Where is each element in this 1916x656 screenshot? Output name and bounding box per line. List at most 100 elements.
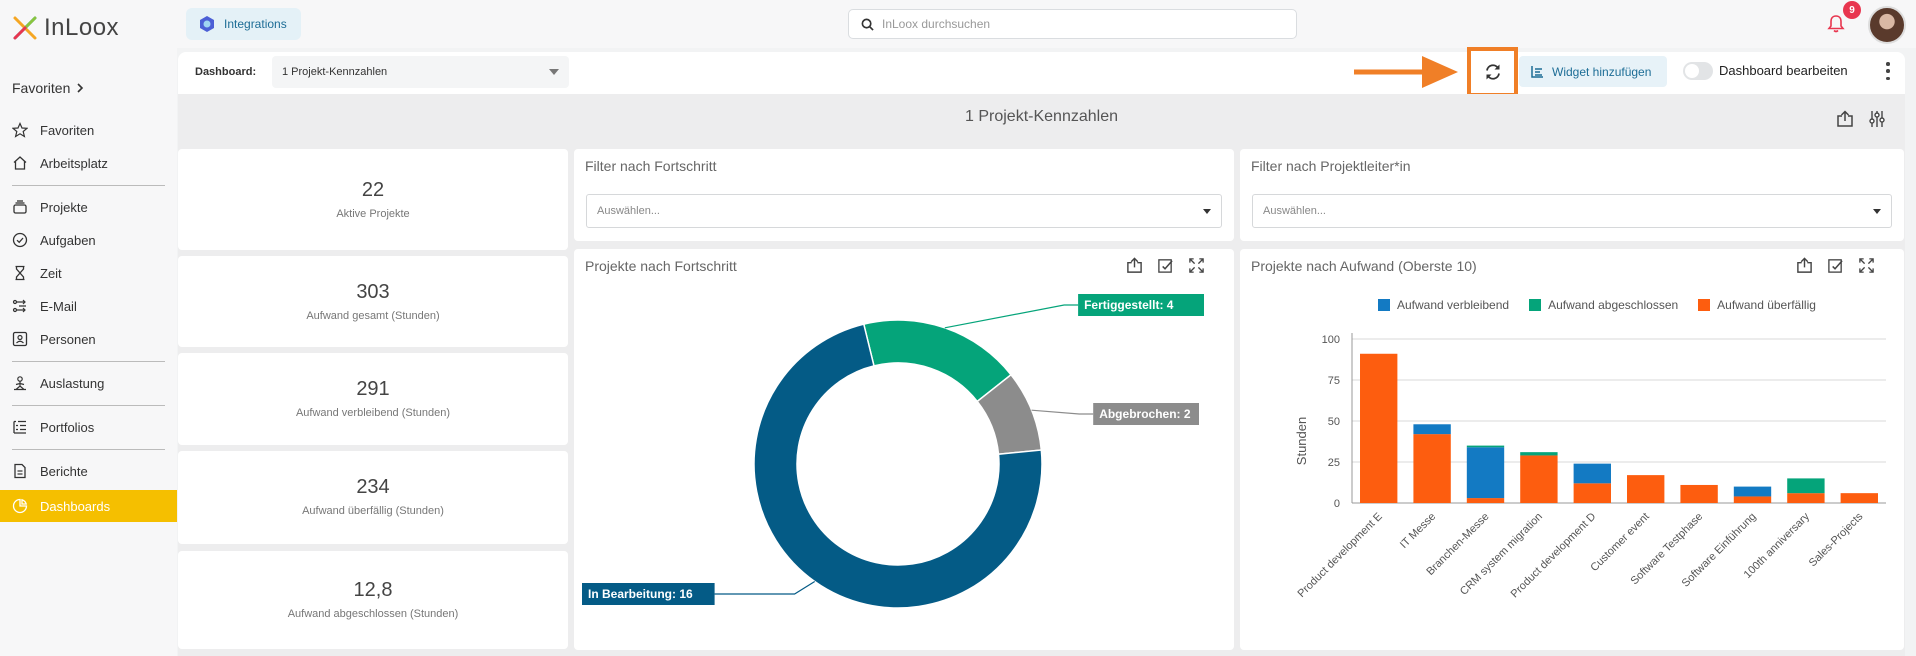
sidebar-item-aufgaben[interactable]: Aufgaben [0, 224, 177, 256]
portfolio-icon [13, 420, 26, 434]
dashboard-select[interactable]: 1 Projekt-Kennzahlen [272, 56, 569, 88]
legend-label: Aufwand abgeschlossen [1548, 298, 1679, 312]
export-icon[interactable] [1836, 110, 1854, 128]
sidebar-item-label: Berichte [40, 463, 88, 479]
dashboard-title-actions [1836, 110, 1886, 128]
filter-progress-panel: Filter nach Fortschritt Auswählen... [574, 149, 1234, 241]
x-tick-label: Product development E [1295, 511, 1384, 600]
donut-data-label: Abgebrochen: 2 [1099, 407, 1191, 421]
bar-segment[interactable] [1466, 498, 1505, 503]
export-icon[interactable] [1796, 257, 1813, 274]
legend-label: Aufwand überfällig [1717, 298, 1816, 312]
edit-widget-icon[interactable] [1827, 257, 1844, 274]
y-axis-label: Stunden [1294, 417, 1309, 465]
sidebar-divider [12, 185, 165, 186]
integrations-button[interactable]: Integrations [186, 8, 301, 40]
caret-down-icon [1203, 209, 1211, 214]
sidebar-item-label: Aufgaben [40, 232, 96, 248]
bar-segment[interactable] [1413, 434, 1451, 503]
sidebar-divider [12, 405, 165, 406]
hourglass-icon [15, 265, 25, 281]
sidebar-item-berichte[interactable]: Berichte [0, 455, 177, 487]
panel-actions [1796, 257, 1875, 274]
person-card-icon [12, 331, 28, 347]
refresh-button[interactable] [1467, 47, 1518, 97]
caret-down-icon [1873, 209, 1881, 214]
home-icon [13, 156, 27, 170]
kpi-card-overdue-effort[interactable]: 234 Aufwand überfällig (Stunden) [178, 451, 568, 544]
kpi-card-total-effort[interactable]: 303 Aufwand gesamt (Stunden) [178, 256, 568, 347]
more-options-icon[interactable] [1885, 62, 1891, 80]
caret-down-icon [549, 69, 559, 75]
bar-segment[interactable] [1680, 484, 1718, 503]
favorites-header[interactable]: Favoriten [12, 80, 84, 96]
edit-dashboard-toggle[interactable] [1683, 62, 1713, 80]
donut-slice[interactable] [862, 319, 1013, 403]
dashboard-icon [12, 498, 28, 514]
global-search[interactable] [848, 9, 1297, 39]
legend-item[interactable]: Aufwand abgeschlossen [1529, 298, 1678, 312]
expand-icon[interactable] [1858, 257, 1875, 274]
edit-widget-icon[interactable] [1157, 257, 1174, 274]
sidebar-item-label: Personen [40, 331, 96, 347]
filter-settings-icon[interactable] [1868, 110, 1886, 128]
bar-segment[interactable] [1840, 493, 1878, 503]
legend-item[interactable]: Aufwand überfällig [1698, 298, 1816, 312]
sidebar-item-zeit[interactable]: Zeit [0, 257, 177, 289]
panel-title: Projekte nach Aufwand (Oberste 10) [1251, 258, 1477, 274]
email-icon [12, 299, 26, 313]
sidebar-item-auslastung[interactable]: Auslastung [0, 367, 177, 399]
bar-segment[interactable] [1520, 452, 1558, 456]
notifications-bell-icon[interactable] [1826, 14, 1846, 34]
bar-segment[interactable] [1787, 493, 1825, 503]
dashboard-label: Dashboard: [195, 66, 257, 78]
bar-segment[interactable] [1573, 463, 1611, 484]
sidebar-item-favoriten[interactable]: Favoriten [0, 114, 177, 146]
export-icon[interactable] [1126, 257, 1143, 274]
sidebar-item-e-mail[interactable]: E-Mail [0, 290, 177, 322]
kpi-card-remaining-effort[interactable]: 291 Aufwand verbleibend (Stunden) [178, 353, 568, 445]
filter-lead-select[interactable]: Auswählen... [1252, 194, 1892, 228]
sidebar-item-label: Auslastung [40, 375, 105, 391]
y-tick-label: 100 [1322, 334, 1340, 346]
add-widget-button[interactable]: Widget hinzufügen [1519, 56, 1667, 87]
bar-segment[interactable] [1573, 483, 1611, 503]
user-avatar[interactable] [1868, 6, 1906, 44]
bar-segment[interactable] [1627, 475, 1665, 503]
donut-slice[interactable] [753, 323, 1043, 609]
bar-segment[interactable] [1466, 447, 1505, 499]
dashboard-select-value: 1 Projekt-Kennzahlen [282, 66, 388, 78]
sidebar-item-projekte[interactable]: Projekte [0, 191, 177, 223]
bar-segment[interactable] [1733, 486, 1772, 497]
sidebar-item-arbeitsplatz[interactable]: Arbeitsplatz [0, 147, 177, 179]
legend-item[interactable]: Aufwand verbleibend [1378, 298, 1509, 312]
chevron-right-icon [77, 83, 84, 93]
bar-segment[interactable] [1733, 496, 1772, 503]
sidebar-item-label: Projekte [40, 199, 88, 215]
sidebar-item-label: Arbeitsplatz [40, 155, 108, 171]
star-icon [12, 122, 28, 138]
legend-swatch [1378, 299, 1390, 311]
sidebar-item-portfolios[interactable]: Portfolios [0, 411, 177, 443]
legend-swatch [1529, 299, 1542, 311]
x-tick-label: IT Messe [1398, 511, 1438, 551]
bar-segment[interactable] [1413, 424, 1451, 435]
donut-leader-line [1031, 409, 1094, 415]
expand-icon[interactable] [1188, 257, 1205, 274]
kpi-value: 234 [356, 476, 390, 498]
bar-segment[interactable] [1520, 455, 1558, 503]
y-tick-label: 25 [1328, 457, 1340, 469]
kpi-value: 303 [356, 281, 390, 303]
kpi-card-active-projects[interactable]: 22 Aktive Projekte [178, 149, 568, 250]
bar-segment[interactable] [1466, 445, 1505, 448]
sidebar: Favoriten Favoriten Arbeitsplatz Projekt… [0, 48, 177, 656]
kpi-card-completed-effort[interactable]: 12,8 Aufwand abgeschlossen (Stunden) [178, 551, 568, 649]
sidebar-item-dashboards[interactable]: Dashboards [0, 490, 177, 522]
sidebar-item-personen[interactable]: Personen [0, 323, 177, 355]
donut-leader-line [714, 580, 816, 595]
search-input[interactable] [882, 17, 1262, 31]
app-logo[interactable]: InLoox [12, 14, 119, 42]
bar-segment[interactable] [1787, 478, 1825, 494]
filter-progress-select[interactable]: Auswählen... [586, 194, 1222, 228]
bar-segment[interactable] [1360, 353, 1398, 503]
